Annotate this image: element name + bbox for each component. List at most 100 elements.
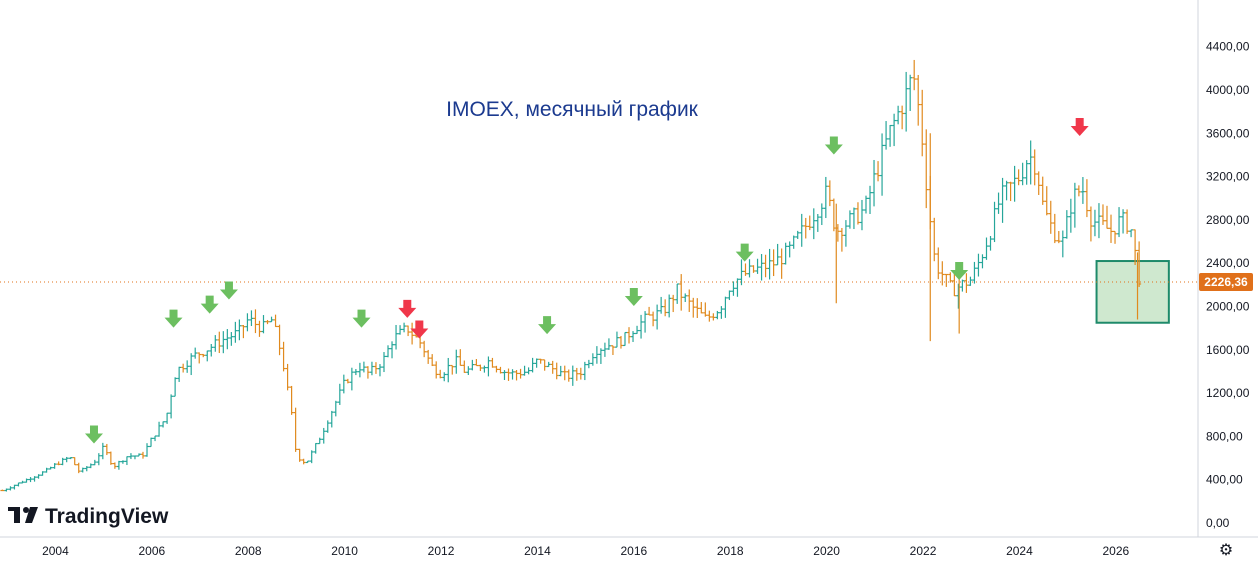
ohlc-bar xyxy=(390,341,395,359)
ohlc-bar xyxy=(1076,185,1081,197)
ohlc-bar xyxy=(815,214,820,232)
ohlc-bar xyxy=(321,427,326,444)
ohlc-bar xyxy=(896,105,901,125)
y-tick-label: 2800,00 xyxy=(1206,213,1250,227)
red-arrow-marker xyxy=(398,299,417,318)
ohlc-bar xyxy=(920,89,925,157)
ohlc-bar xyxy=(948,272,953,283)
ohlc-bar xyxy=(1004,180,1009,201)
ohlc-bar xyxy=(739,259,744,286)
ohlc-bar xyxy=(454,349,459,374)
ohlc-bar xyxy=(84,466,89,472)
green-arrow-marker xyxy=(84,425,103,444)
ohlc-bar xyxy=(213,335,218,352)
ohlc-bar xyxy=(847,210,852,229)
ohlc-bar xyxy=(269,316,274,323)
ohlc-bar xyxy=(751,265,756,273)
ohlc-bar xyxy=(333,400,338,417)
x-tick-label: 2018 xyxy=(717,544,744,558)
ohlc-bar xyxy=(622,331,627,347)
ohlc-bar xyxy=(859,199,864,231)
ohlc-bar xyxy=(261,315,266,334)
ohlc-bar xyxy=(506,368,511,381)
ohlc-bar xyxy=(80,467,85,473)
ohlc-bar xyxy=(1028,140,1033,185)
ohlc-bar xyxy=(120,460,125,464)
ohlc-bar xyxy=(76,462,81,474)
ohlc-bar xyxy=(217,331,222,354)
ohlc-bar xyxy=(799,213,804,247)
y-tick-label: 2000,00 xyxy=(1206,300,1250,314)
ohlc-bar xyxy=(691,297,696,318)
ohlc-bar xyxy=(779,248,784,279)
ohlc-bar xyxy=(988,236,993,251)
ohlc-bar xyxy=(586,359,591,369)
last-price-tag xyxy=(1199,272,1253,291)
ohlc-bar xyxy=(116,460,121,470)
ohlc-bar xyxy=(136,453,141,457)
ohlc-bar xyxy=(851,207,856,230)
ohlc-bar xyxy=(398,325,403,335)
ohlc-bar xyxy=(655,304,660,330)
ohlc-bar xyxy=(831,198,836,232)
ohlc-bar xyxy=(703,302,708,317)
ohlc-bar xyxy=(863,195,868,214)
ohlc-bar xyxy=(996,192,1001,214)
ohlc-bar xyxy=(24,478,29,483)
ohlc-bar xyxy=(783,242,788,265)
ohlc-bar xyxy=(590,353,595,366)
y-tick-label: 400,00 xyxy=(1206,473,1243,487)
green-arrow-marker xyxy=(735,243,754,262)
ohlc-bar xyxy=(683,293,688,302)
green-arrow-marker xyxy=(164,309,183,328)
y-tick-label: 800,00 xyxy=(1206,429,1243,443)
last-price-label: 2226,36 xyxy=(1204,275,1248,289)
ohlc-bar xyxy=(193,347,198,359)
ohlc-bar xyxy=(309,450,314,464)
highlight-box xyxy=(1095,260,1170,324)
ohlc-bar xyxy=(1109,214,1114,243)
ohlc-bar xyxy=(743,263,748,276)
ohlc-bar xyxy=(554,362,559,380)
ohlc-bar xyxy=(281,341,286,372)
gear-icon[interactable]: ⚙ xyxy=(1218,542,1234,559)
x-tick-label: 2024 xyxy=(1006,544,1033,558)
green-arrow-marker xyxy=(219,281,238,300)
x-tick-label: 2026 xyxy=(1102,544,1129,558)
ohlc-bar xyxy=(534,358,539,368)
ohlc-bar xyxy=(177,366,182,382)
ohlc-bar xyxy=(40,471,45,476)
ohlc-bar xyxy=(1064,210,1069,239)
ohlc-bar xyxy=(566,369,571,382)
ohlc-bar xyxy=(872,159,877,207)
ohlc-bar xyxy=(249,310,254,327)
ohlc-bar xyxy=(643,311,648,333)
ohlc-bar xyxy=(36,474,41,479)
ohlc-bar xyxy=(904,71,909,132)
ohlc-bar xyxy=(667,294,672,318)
ohlc-bar xyxy=(486,356,491,377)
ohlc-bar xyxy=(627,327,632,344)
ohlc-bar xyxy=(518,368,523,379)
ohlc-bar xyxy=(1137,241,1142,287)
ohlc-bar xyxy=(880,133,885,196)
tradingview-logo: TradingView xyxy=(8,505,169,528)
ohlc-bar xyxy=(277,324,282,356)
ohlc-bar xyxy=(964,273,969,293)
ohlc-bar xyxy=(88,463,93,469)
ohlc-bar xyxy=(104,443,109,456)
ohlc-bar xyxy=(1032,149,1037,186)
ohlc-bar xyxy=(755,258,760,274)
ohlc-bar xyxy=(361,361,366,373)
ohlc-bar xyxy=(530,357,535,373)
ohlc-bar xyxy=(1016,169,1021,186)
chart-title: IMOEX, месячный график xyxy=(446,98,699,121)
ohlc-bar xyxy=(711,313,716,321)
ohlc-bar xyxy=(56,461,61,466)
ohlc-bar xyxy=(727,290,732,301)
ohlc-bar xyxy=(446,357,451,383)
ohlc-bar xyxy=(482,365,487,373)
ohlc-bar xyxy=(1117,207,1122,238)
